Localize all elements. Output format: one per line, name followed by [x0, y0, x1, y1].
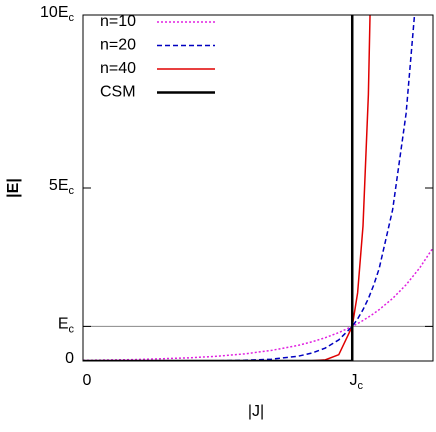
tick-label: 0	[65, 350, 74, 367]
tick-label: Jc	[349, 372, 363, 392]
tick-label-main: 5E	[49, 177, 69, 194]
legend-label: n=40	[100, 60, 136, 77]
plot-frame	[82, 14, 434, 362]
tick-label-sub: c	[69, 323, 75, 335]
legend-label: n=20	[100, 37, 136, 54]
series-line	[83, 15, 416, 361]
y-axis-label: |E|	[5, 178, 22, 198]
series-line	[83, 15, 371, 361]
tick-label: Ec	[58, 316, 75, 336]
tick-label: 0	[83, 372, 92, 389]
tick-label-main: E	[58, 316, 69, 333]
series-line	[83, 15, 354, 361]
tick-label-sub: c	[69, 185, 75, 197]
tick-label-main: J	[349, 372, 357, 389]
legend-label: CSM	[100, 84, 136, 101]
plot-area	[83, 15, 433, 361]
tick-label-main: 10E	[40, 4, 68, 21]
tick-label-sub: c	[357, 380, 363, 392]
tick-label-sub: c	[69, 12, 75, 24]
x-axis-label: |J|	[248, 403, 264, 420]
tick-label: 10Ec	[40, 4, 74, 24]
legend-label: n=10	[100, 13, 136, 30]
tick-label: 5Ec	[49, 177, 75, 197]
